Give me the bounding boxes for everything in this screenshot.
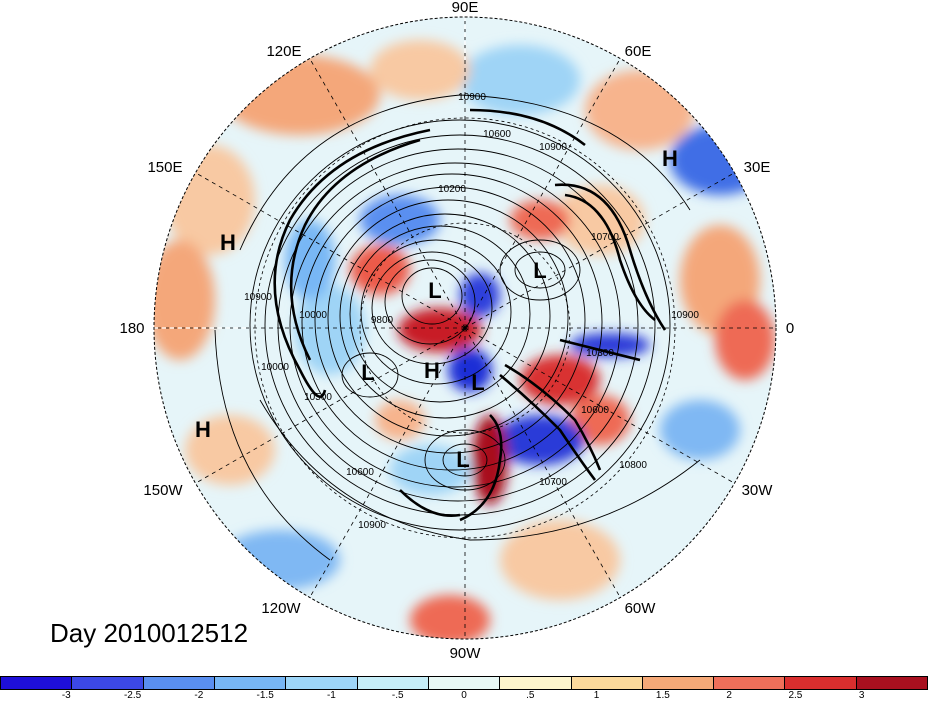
contour-label: 10900 [458, 92, 486, 103]
colorbar-box [143, 677, 215, 689]
colorbar-tick-label: -.5 [391, 690, 404, 701]
colorbar-tick-label: 3 [858, 690, 865, 701]
high-center-label: H [220, 230, 236, 255]
meridians [154, 17, 776, 639]
pressure-centers: H H H H L L L L L [195, 146, 678, 472]
contour-label: 10800 [619, 460, 647, 471]
colorbar [0, 676, 928, 690]
colorbar-box [1, 677, 73, 689]
contour-label: 10900 [358, 520, 386, 531]
meridian-highlights [154, 17, 466, 329]
contour-label: 10000 [299, 310, 327, 321]
colorbar-tick-label: 2.5 [788, 690, 803, 701]
contour-label: 10900 [539, 142, 567, 153]
lon-label-30e: 30E [744, 159, 771, 176]
height-contours [214, 94, 701, 561]
contour-label: 10900 [671, 310, 699, 321]
lon-label-90e: 90E [452, 0, 479, 16]
colorbar-box [72, 677, 144, 689]
lon-label-60w: 60W [625, 600, 657, 617]
lon-label-120w: 120W [261, 600, 301, 617]
colorbar-tick-label: 2 [726, 690, 732, 701]
lon-label-120e: 120E [266, 43, 301, 60]
contour-label: 10600 [346, 467, 374, 478]
colorbar-tick-label: -1 [326, 690, 336, 701]
colorbar-box [642, 677, 715, 689]
colorbar-box [357, 677, 429, 689]
colorbar-tick-label: 0 [461, 690, 467, 701]
colorbar-tick-label: -2 [194, 690, 204, 701]
colorbar-box [214, 677, 287, 689]
colorbar-tick-label: 1 [593, 690, 600, 701]
contour-label: 9800 [371, 315, 394, 326]
low-center-label: L [533, 258, 546, 283]
high-center-label: H [662, 146, 678, 171]
contour-labels: 10900 10600 10900 10200 10900 10000 9800… [244, 92, 699, 531]
colorbar-box [286, 677, 358, 689]
contour-label: 10600 [483, 129, 511, 140]
colorbar-tick-label: -3 [61, 690, 71, 701]
map-boundary [153, 16, 777, 640]
contour-label: 10700 [591, 232, 619, 243]
lon-label-180: 180 [119, 320, 144, 337]
lon-label-90w: 90W [450, 645, 482, 662]
low-center-label: L [471, 370, 484, 395]
lon-label-0: 0 [786, 320, 794, 337]
high-center-label: H [195, 417, 211, 442]
anomaly-shading [154, 17, 776, 639]
low-center-label: L [428, 278, 441, 303]
polar-stereographic-map: 90E 60E 30E 0 30W 60W 90W 120W 150W 180 … [119, 0, 794, 662]
lon-label-30w: 30W [742, 482, 774, 499]
contour-label: 10600 [581, 405, 609, 416]
colorbar-box [785, 677, 857, 689]
colorbar-labels: -3 -2.5 -2 -1.5 -1 -.5 0 .5 1 1.5 2 2.5 3 [0, 690, 928, 702]
lon-label-60e: 60E [625, 43, 652, 60]
colorbar-box [428, 677, 501, 689]
contour-label: 10300 [586, 348, 614, 359]
contour-label: 10700 [539, 477, 567, 488]
jet-stream-contours [273, 108, 667, 522]
day-label: Day 2010012512 [50, 618, 249, 648]
longitude-labels: 90E 60E 30E 0 30W 60W 90W 120W 150W 180 … [119, 0, 794, 662]
colorbar-tick-label: -1.5 [256, 690, 274, 701]
lon-label-150e: 150E [147, 159, 182, 176]
colorbar-box [714, 677, 786, 689]
colorbar-box [500, 677, 572, 689]
contour-label: 10500 [304, 392, 332, 403]
contour-label: 10200 [438, 184, 466, 195]
contour-label: 10900 [244, 292, 272, 303]
colorbar-tick-label: -2.5 [123, 690, 142, 701]
colorbar-tick-label: 1.5 [655, 690, 670, 701]
contour-label: 10000 [261, 362, 289, 373]
high-center-label: H [424, 358, 440, 383]
colorbar-tick-label: .5 [526, 690, 535, 701]
low-center-label: L [456, 447, 469, 472]
low-center-label: L [361, 360, 374, 385]
lon-label-150w: 150W [143, 482, 183, 499]
colorbar-box [571, 677, 643, 689]
colorbar-box [856, 677, 928, 689]
